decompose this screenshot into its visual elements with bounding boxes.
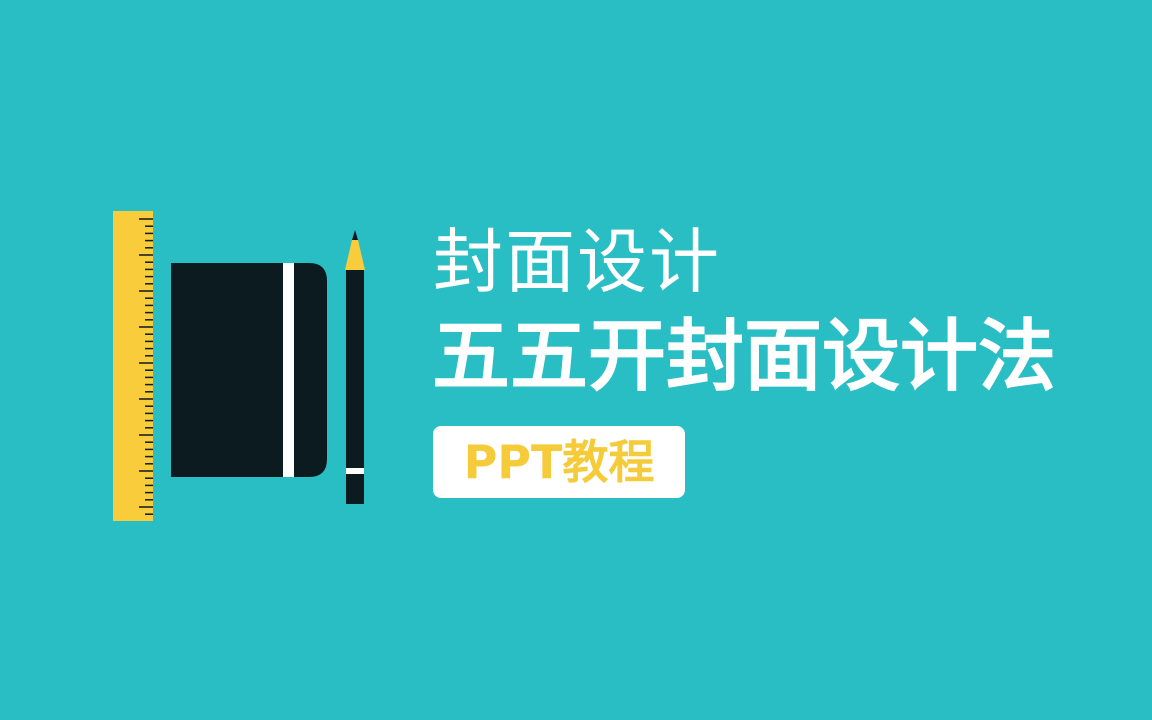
tutorial-badge-label: PPT教程: [463, 435, 655, 489]
cover-title: 五五开封面设计法: [432, 312, 1057, 402]
ruler-icon: [113, 211, 153, 521]
notebook-icon: [171, 263, 327, 477]
tutorial-badge: PPT教程: [433, 426, 685, 498]
pencil-icon: [345, 230, 365, 504]
cover-subtitle: 封面设计: [433, 221, 721, 303]
